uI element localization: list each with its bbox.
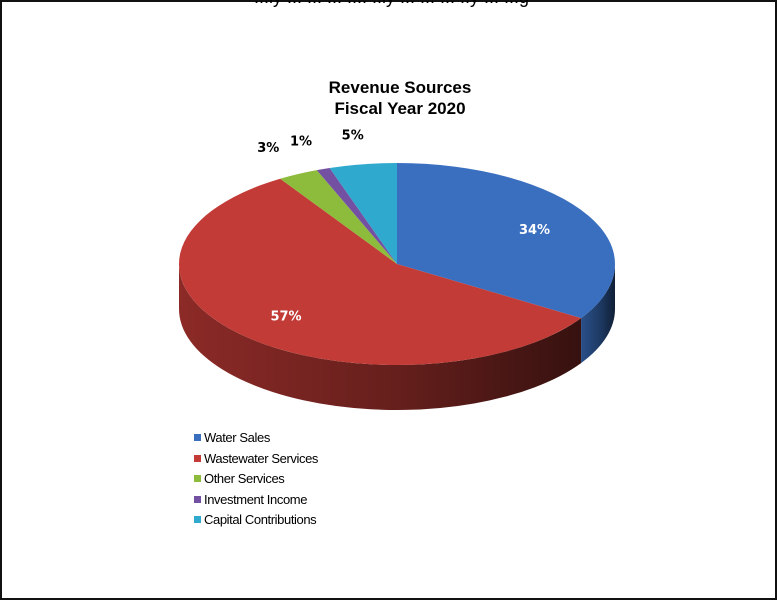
data-label-wastewater-services: 57% <box>270 309 301 324</box>
legend-label: Capital Contributions <box>204 512 317 527</box>
pie-slice-water-sales <box>397 163 615 319</box>
pie-slice-investment-income <box>316 167 397 264</box>
pie-chart: 34% 57% 3% 1% 5% <box>178 128 615 410</box>
pie-slice-wastewater-services <box>178 178 582 365</box>
data-label-water-sales: 34% <box>519 223 550 238</box>
legend-item-investment-income: Investment Income <box>194 490 318 511</box>
chart-legend: Water Sales Wastewater Services Other Se… <box>194 428 318 531</box>
legend-item-wastewater-services: Wastewater Services <box>194 449 318 470</box>
legend-swatch <box>194 516 201 523</box>
chart-title-line-1: Revenue Sources <box>328 78 472 97</box>
legend-label: Other Services <box>204 471 285 486</box>
pie-top-layer <box>178 163 615 365</box>
legend-swatch <box>194 434 201 441</box>
pie-side-wastewater-services <box>179 264 582 410</box>
data-label-capital-contributions: 5% <box>342 128 364 143</box>
pie-labels-layer: 34% 57% 3% 1% 5% <box>257 128 550 324</box>
chart-title: Revenue Sources Fiscal Year 2020 <box>150 77 650 119</box>
pie-slice-other-services <box>280 170 397 264</box>
legend-item-other-services: Other Services <box>194 469 318 490</box>
legend-swatch <box>194 454 201 462</box>
data-label-other-services: 3% <box>257 141 279 156</box>
legend-label: Water Sales <box>204 430 270 445</box>
clipped-caption-text: ...ly ... ... ... .... ..ly ... ... ... … <box>0 0 783 8</box>
pie-slice-capital-contributions <box>329 163 397 264</box>
legend-item-capital-contributions: Capital Contributions <box>194 510 318 531</box>
legend-label: Investment Income <box>204 491 308 507</box>
chart-title-line-2: Fiscal Year 2020 <box>334 99 466 118</box>
legend-swatch <box>194 475 201 482</box>
legend-label: Wastewater Services <box>204 450 319 466</box>
pie-depth-layer <box>179 264 615 410</box>
legend-swatch <box>194 495 201 503</box>
pie-side-water-sales <box>581 264 615 364</box>
legend-item-water-sales: Water Sales <box>194 428 318 449</box>
data-label-investment-income: 1% <box>290 135 312 150</box>
